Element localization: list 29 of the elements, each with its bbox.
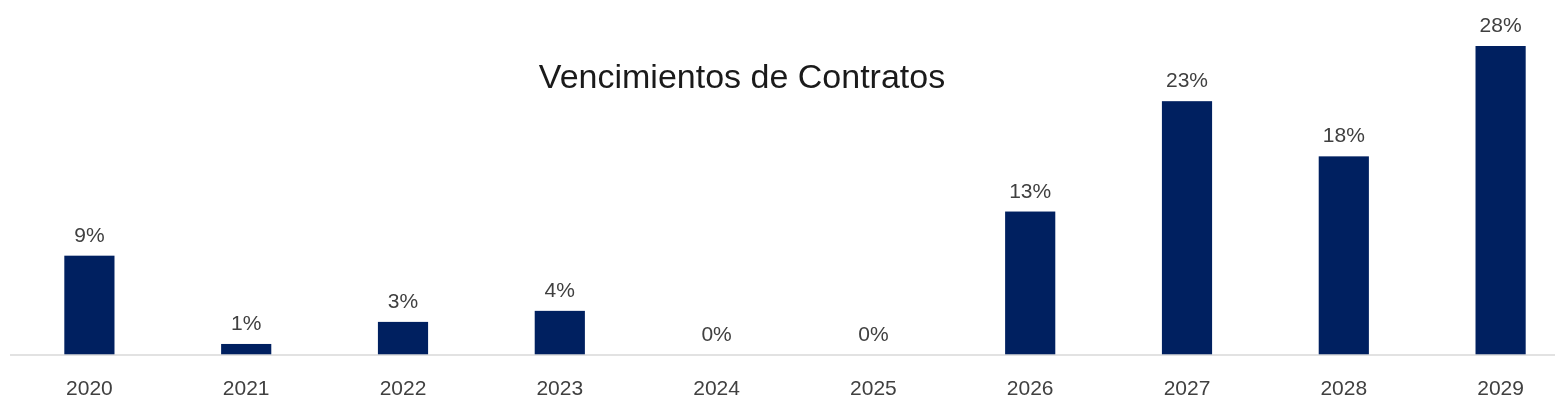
bar — [221, 343, 272, 355]
x-tick-label: 2024 — [693, 376, 741, 399]
x-tick-label: 2025 — [850, 376, 897, 399]
data-label: 0% — [858, 322, 889, 345]
bar — [1318, 156, 1369, 355]
x-tick-label: 2023 — [536, 376, 584, 399]
x-tick-label: 2029 — [1477, 376, 1524, 399]
data-label: 3% — [387, 288, 419, 312]
chart-title: Vencimientos de Contratos — [538, 57, 946, 95]
data-label: 28% — [1479, 13, 1522, 36]
data-label: 4% — [544, 277, 575, 301]
x-tick-label: 2028 — [1320, 376, 1368, 399]
x-tick-label: 2026 — [1006, 376, 1054, 399]
data-label: 13% — [1009, 178, 1052, 202]
bar — [1161, 101, 1213, 355]
x-tick-label: 2022 — [379, 376, 427, 399]
data-label: 0% — [701, 322, 732, 345]
bar — [377, 321, 429, 355]
x-tick-label: 2027 — [1163, 376, 1211, 399]
bar — [1475, 46, 1526, 355]
bar — [534, 310, 585, 355]
x-tick-label: 2021 — [222, 376, 270, 399]
data-label: 9% — [74, 222, 105, 246]
bar — [1005, 211, 1056, 355]
data-label: 1% — [231, 310, 262, 334]
bar — [64, 255, 115, 355]
x-tick-label: 2020 — [66, 376, 113, 399]
data-label: 18% — [1322, 123, 1365, 147]
data-label: 23% — [1165, 68, 1209, 92]
